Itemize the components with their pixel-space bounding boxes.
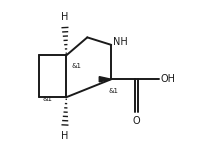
Text: H: H — [61, 12, 69, 22]
Text: &1: &1 — [72, 63, 82, 69]
Text: NH: NH — [113, 37, 127, 47]
Text: O: O — [132, 116, 140, 126]
Text: &1: &1 — [42, 96, 52, 102]
Text: H: H — [61, 131, 69, 141]
Text: &1: &1 — [109, 88, 119, 94]
Text: OH: OH — [161, 74, 176, 84]
Polygon shape — [99, 77, 111, 82]
